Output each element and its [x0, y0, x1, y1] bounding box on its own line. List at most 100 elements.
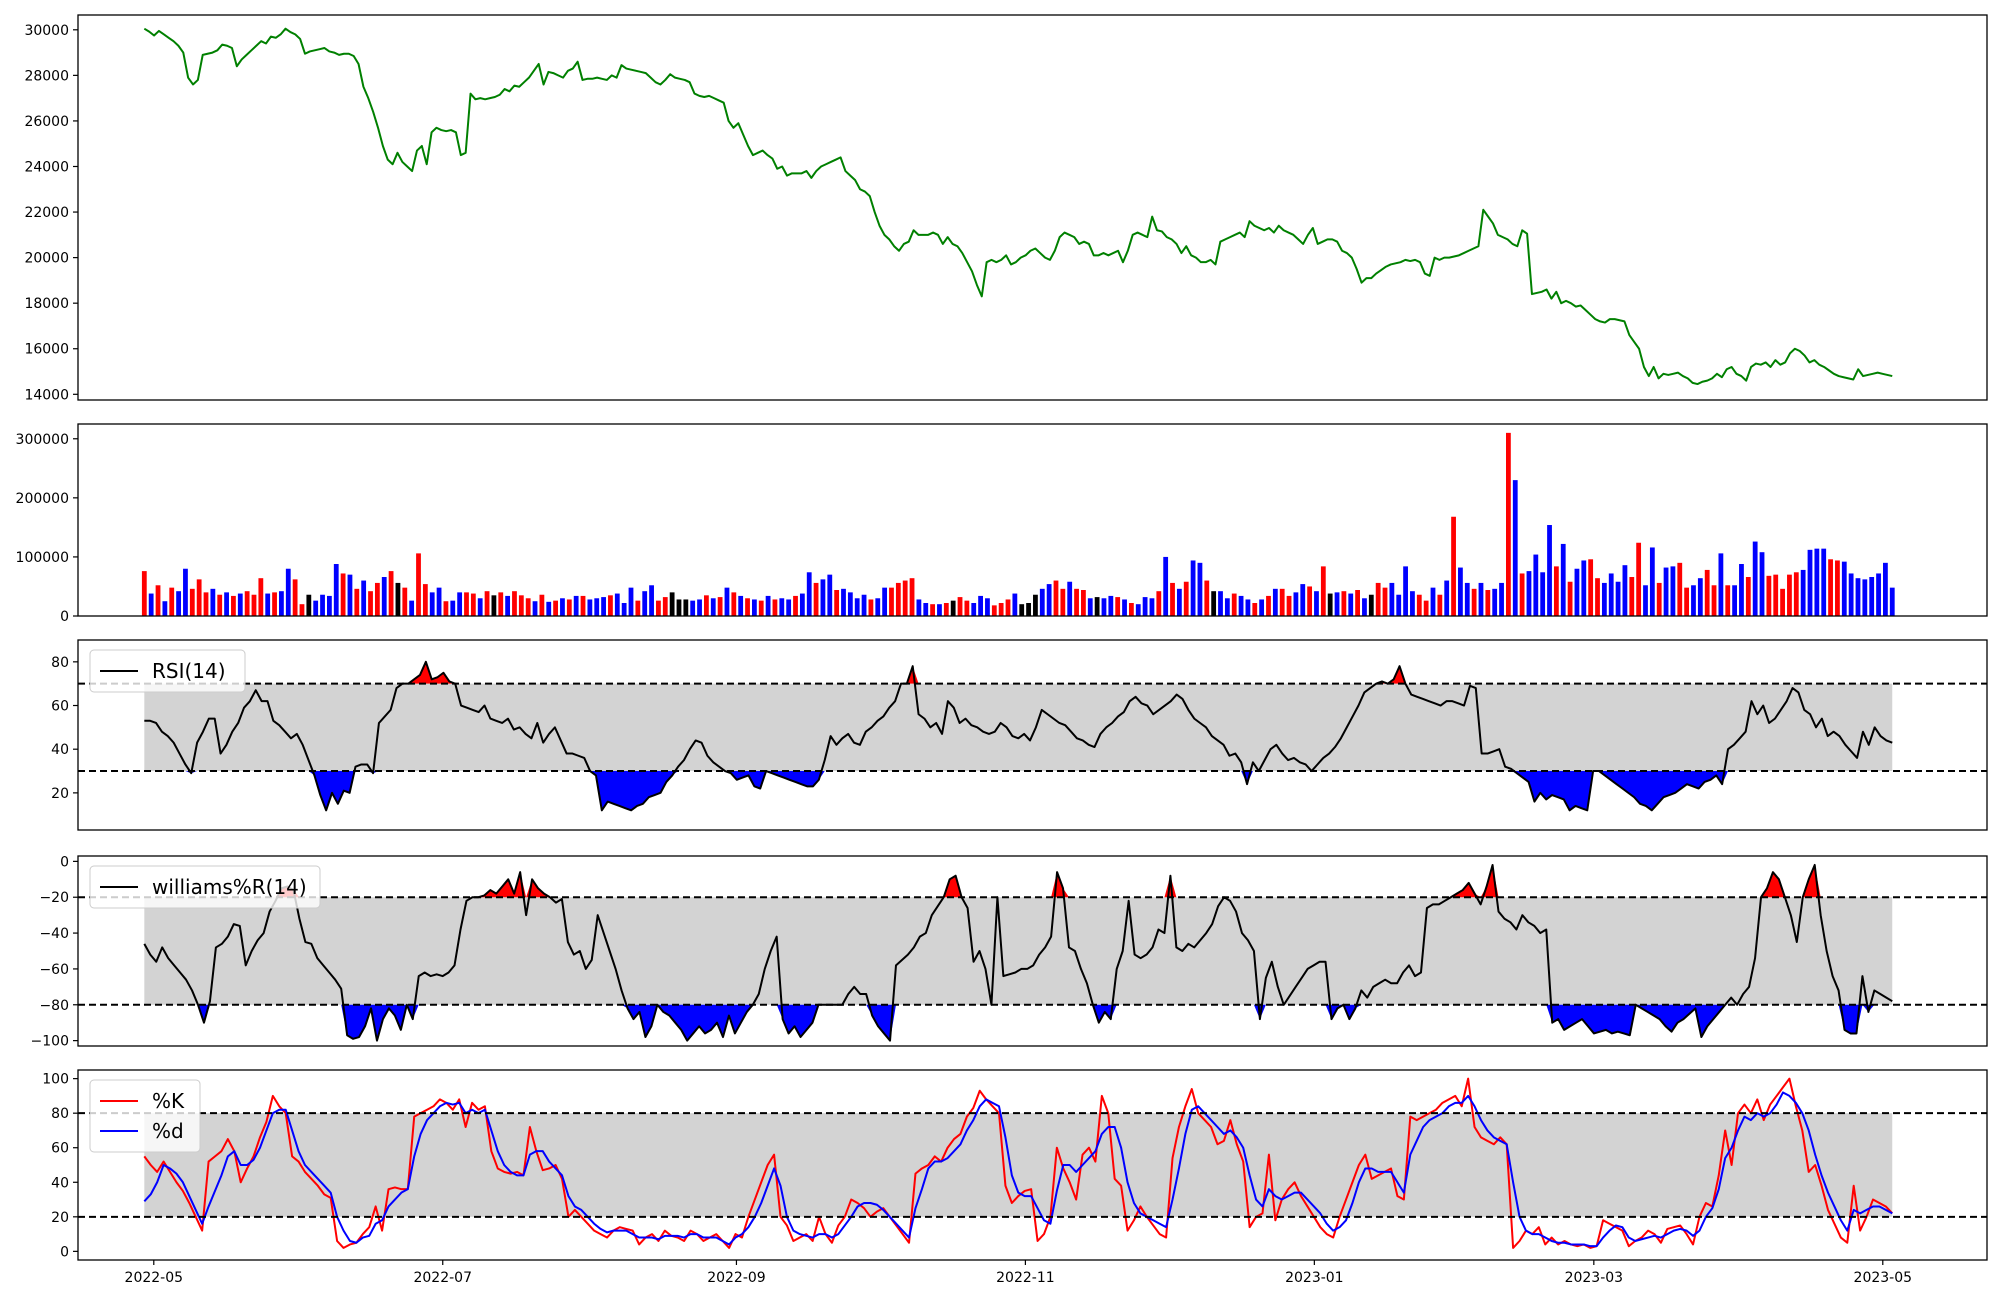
volume-bar — [299, 604, 305, 616]
williams-ytick-label: −60 — [39, 962, 69, 978]
volume-bar — [1588, 559, 1594, 616]
volume-bar — [1732, 585, 1738, 616]
williams-legend-box — [89, 865, 321, 909]
volume-bar — [985, 598, 990, 616]
stochastic-ytick-label: 60 — [51, 1141, 69, 1157]
volume-bar — [1183, 581, 1189, 616]
volume-bar — [470, 593, 476, 616]
williams-band-fill — [144, 897, 1893, 1005]
volume-bar — [847, 592, 853, 616]
volume-bar — [628, 587, 634, 616]
volume-bar — [1149, 598, 1155, 616]
volume-bar — [368, 591, 373, 616]
volume-bar — [1012, 593, 1018, 616]
volume-bar — [1403, 566, 1408, 616]
stochastic-panel: 0 20 40 60 80 100 %K %d — [42, 1069, 1988, 1261]
volume-bar — [1512, 480, 1518, 616]
volume-bar — [580, 595, 586, 616]
volume-bar — [141, 571, 147, 616]
volume-bar — [1608, 573, 1614, 616]
volume-bar — [388, 571, 394, 616]
volume-bar — [690, 600, 696, 616]
volume-bar — [1889, 587, 1895, 616]
volume-bar — [738, 595, 744, 616]
volume-bar — [1745, 577, 1751, 616]
rsi-legend-box — [89, 649, 246, 693]
volume-bar — [1807, 549, 1813, 616]
volume-bar — [1670, 566, 1676, 616]
volume-bar — [169, 587, 175, 616]
volume-bar — [1553, 566, 1559, 616]
williams-ytick-label: −40 — [39, 926, 69, 942]
volume-bar — [1759, 552, 1765, 616]
volume-bar — [978, 595, 983, 616]
volume-bar — [1074, 588, 1079, 616]
volume-bar — [1355, 590, 1360, 616]
volume-bar — [395, 582, 401, 616]
volume-bar — [1108, 595, 1114, 616]
volume-bar — [1081, 590, 1086, 616]
price-ytick-label: 30000 — [24, 23, 69, 39]
volume-bar — [162, 601, 168, 616]
price-ytick-label: 18000 — [24, 296, 69, 312]
volume-bar — [1787, 574, 1792, 616]
volume-bar — [1841, 561, 1847, 616]
price-axes-frame — [77, 14, 1988, 401]
volume-bar — [566, 599, 572, 616]
volume-bar — [1533, 554, 1539, 616]
volume-bar — [1725, 585, 1731, 616]
volume-ytick-label: 300000 — [16, 432, 69, 448]
volume-bar — [991, 605, 997, 616]
volume-bar — [704, 595, 709, 616]
xtick-label: 2022-05 — [125, 1270, 184, 1286]
volume-bar — [930, 604, 936, 616]
volume-bar — [1684, 587, 1690, 616]
volume-bar — [868, 599, 874, 616]
xtick-label: 2023-03 — [1565, 1270, 1624, 1286]
volume-axes-frame — [77, 423, 1988, 617]
volume-bar — [950, 600, 956, 616]
volume-bar — [1471, 588, 1477, 616]
volume-bar — [354, 588, 360, 616]
stochastic-ytick-label: 0 — [60, 1244, 69, 1260]
volume-bar — [1848, 573, 1854, 616]
shared-x-axis: 2022-05 2022-07 2022-09 2022-11 2023-01 2023-… — [125, 1260, 1912, 1286]
volume-bar — [1245, 599, 1251, 616]
volume-bar — [834, 590, 840, 616]
volume-bar — [1026, 603, 1031, 616]
volume-bar — [998, 603, 1004, 616]
volume-bar — [601, 597, 606, 616]
volume-bar — [793, 595, 798, 616]
volume-bar — [1135, 604, 1141, 616]
rsi-ytick-label: 60 — [51, 699, 69, 715]
volume-bar — [361, 580, 367, 616]
volume-bar — [1629, 577, 1635, 616]
stochastic-band-fill — [144, 1113, 1893, 1217]
volume-bar — [1224, 598, 1230, 616]
volume-bar — [292, 579, 298, 616]
volume-bar — [779, 598, 785, 616]
volume-bar — [306, 594, 312, 616]
volume-bar — [1835, 560, 1840, 616]
stochastic-ytick-label: 100 — [42, 1072, 69, 1088]
volume-bar — [758, 600, 764, 616]
price-ytick-label: 20000 — [24, 251, 69, 267]
volume-panel: 0 100000 200000 300000 — [16, 423, 1988, 625]
xtick-label: 2022-09 — [707, 1270, 766, 1286]
volume-bar — [854, 598, 860, 616]
volume-bar — [491, 595, 497, 616]
volume-bar — [799, 593, 805, 616]
rsi-series-line-0 — [144, 660, 1893, 812]
volume-bar — [1128, 603, 1134, 616]
volume-bar — [909, 578, 915, 616]
volume-bar — [1862, 579, 1868, 616]
volume-bar — [189, 588, 195, 616]
volume-bar — [1739, 564, 1744, 616]
volume-bar — [1883, 562, 1888, 616]
volume-bar — [1286, 595, 1292, 616]
volume-bar — [416, 553, 421, 616]
volume-bar — [937, 604, 942, 616]
volume-bar — [1567, 581, 1573, 616]
rsi-panel: 20 40 60 80 RSI(14) — [51, 639, 1988, 831]
